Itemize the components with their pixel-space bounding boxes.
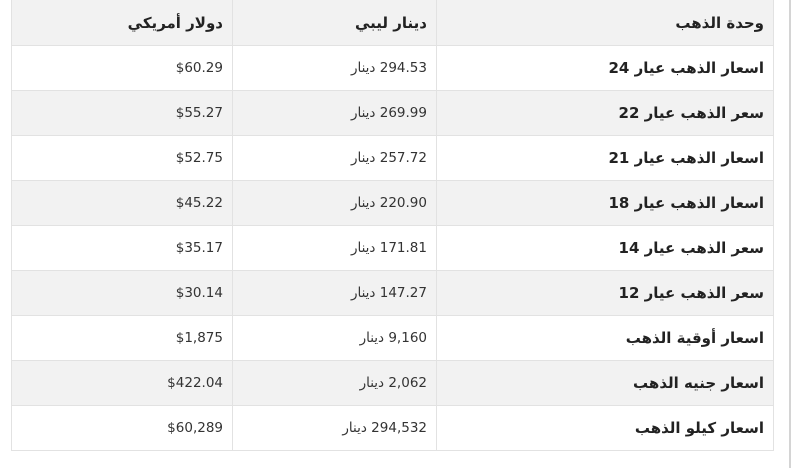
libyan-dinar-cell: 2,062 دينار (232, 360, 437, 406)
us-dollar-cell: $60,289 (11, 405, 233, 451)
scrollbar-edge (789, 0, 791, 468)
gold-unit-cell: اسعار الذهب عيار 24 (436, 45, 774, 91)
us-dollar-cell: $422.04 (11, 360, 233, 406)
table-row: سعر الذهب عيار 12 147.27 دينار $30.14 (11, 270, 774, 316)
us-dollar-cell: $52.75 (11, 135, 233, 181)
gold-unit-cell: اسعار كيلو الذهب (436, 405, 774, 451)
header-libyan-dinar: دينار ليبي (232, 0, 437, 46)
table-row: سعر الذهب عيار 14 171.81 دينار $35.17 (11, 225, 774, 271)
table-row: اسعار جنيه الذهب 2,062 دينار $422.04 (11, 360, 774, 406)
us-dollar-cell: $35.17 (11, 225, 233, 271)
us-dollar-cell: $30.14 (11, 270, 233, 316)
gold-unit-cell: سعر الذهب عيار 12 (436, 270, 774, 316)
table-header-row: وحدة الذهب دينار ليبي دولار أمريكي (11, 0, 774, 46)
table-row: اسعار الذهب عيار 24 294.53 دينار $60.29 (11, 45, 774, 91)
libyan-dinar-cell: 220.90 دينار (232, 180, 437, 226)
libyan-dinar-cell: 294,532 دينار (232, 405, 437, 451)
libyan-dinar-cell: 257.72 دينار (232, 135, 437, 181)
gold-unit-cell: اسعار جنيه الذهب (436, 360, 774, 406)
table-row: اسعار أوقية الذهب 9,160 دينار $1,875 (11, 315, 774, 361)
table-row: اسعار الذهب عيار 21 257.72 دينار $52.75 (11, 135, 774, 181)
header-us-dollar: دولار أمريكي (11, 0, 233, 46)
libyan-dinar-cell: 269.99 دينار (232, 90, 437, 136)
gold-unit-cell: اسعار أوقية الذهب (436, 315, 774, 361)
libyan-dinar-cell: 9,160 دينار (232, 315, 437, 361)
us-dollar-cell: $60.29 (11, 45, 233, 91)
gold-unit-cell: اسعار الذهب عيار 21 (436, 135, 774, 181)
gold-unit-cell: اسعار الذهب عيار 18 (436, 180, 774, 226)
libyan-dinar-cell: 294.53 دينار (232, 45, 437, 91)
header-gold-unit: وحدة الذهب (436, 0, 774, 46)
table-row: اسعار الذهب عيار 18 220.90 دينار $45.22 (11, 180, 774, 226)
libyan-dinar-cell: 147.27 دينار (232, 270, 437, 316)
us-dollar-cell: $55.27 (11, 90, 233, 136)
us-dollar-cell: $1,875 (11, 315, 233, 361)
gold-unit-cell: سعر الذهب عيار 14 (436, 225, 774, 271)
us-dollar-cell: $45.22 (11, 180, 233, 226)
table-row: سعر الذهب عيار 22 269.99 دينار $55.27 (11, 90, 774, 136)
gold-unit-cell: سعر الذهب عيار 22 (436, 90, 774, 136)
table-row: اسعار كيلو الذهب 294,532 دينار $60,289 (11, 405, 774, 451)
gold-price-table: وحدة الذهب دينار ليبي دولار أمريكي اسعار… (11, 0, 774, 451)
libyan-dinar-cell: 171.81 دينار (232, 225, 437, 271)
